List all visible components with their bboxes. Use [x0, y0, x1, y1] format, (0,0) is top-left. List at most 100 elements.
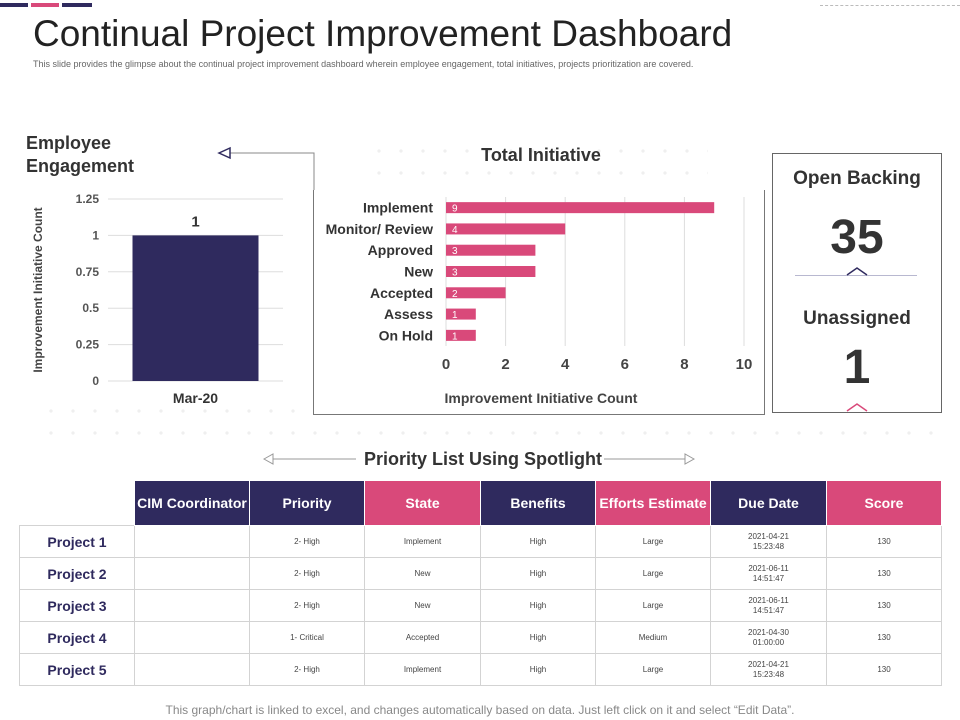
coordinator-cell	[134, 557, 250, 590]
table-row: Project 3 2- High New High Large 2021-06-11 14…	[19, 589, 942, 622]
score-cell: 130	[826, 525, 942, 558]
initiative-bar	[446, 287, 506, 299]
project-name-cell: Project 1	[19, 525, 135, 558]
due-date-text: 2021-06-11	[748, 595, 789, 605]
initiative-x-axis-label: Improvement Initiative Count	[445, 390, 638, 406]
coordinator-cell	[134, 653, 250, 686]
total-initiative-chart: Total Initiative 0 2 4 6 8 10 9 Implement 4 Monito…	[326, 145, 753, 406]
engagement-title: Employee Engagement	[26, 133, 135, 176]
initiative-data-label: 1	[452, 331, 458, 342]
h-tick-label: 4	[561, 356, 570, 373]
due-time-text: 01:00:00	[752, 637, 785, 647]
priority-cell: 2- High	[249, 589, 365, 622]
page-title: Continual Project Improvement Dashboard	[33, 13, 733, 54]
score-cell: 130	[826, 621, 942, 654]
score-cell: 130	[826, 557, 942, 590]
kpi-separator-1	[795, 275, 917, 276]
engagement-bar	[132, 235, 259, 381]
state-cell: New	[364, 589, 481, 622]
initiative-category-label: Implement	[363, 200, 433, 216]
open-backing-value: 35	[830, 211, 884, 264]
efforts-cell: Large	[595, 589, 711, 622]
due-date-text: 2021-04-30	[748, 627, 789, 637]
benefits-cell: High	[480, 621, 596, 654]
priority-table: CIM Coordinator Priority State Benefits Effo…	[19, 480, 942, 686]
project-name-cell: Project 3	[19, 589, 135, 622]
due-date-cell: 2021-06-11 14:51:47	[710, 589, 827, 622]
h-tick-label: 10	[736, 356, 753, 373]
initiative-category-label: Approved	[368, 242, 433, 258]
due-date-cell: 2021-06-11 14:51:47	[710, 557, 827, 590]
project-name-cell: Project 4	[19, 621, 135, 654]
score-cell: 130	[826, 589, 942, 622]
column-header: Priority	[249, 480, 365, 526]
initiative-data-label: 3	[452, 246, 458, 257]
open-backing-label: Open Backing	[793, 168, 921, 189]
due-time-text: 15:23:48	[752, 669, 785, 679]
initiative-bar	[446, 308, 476, 320]
accent-segment-2	[31, 3, 59, 7]
state-cell: Accepted	[364, 621, 481, 654]
column-header: Due Date	[710, 480, 827, 526]
coordinator-cell	[134, 589, 250, 622]
v-tick-label: 0.5	[82, 301, 99, 315]
unassigned-value: 1	[843, 341, 871, 394]
efforts-cell: Medium	[595, 621, 711, 654]
project-name-cell: Project 5	[19, 653, 135, 686]
initiative-data-label: 4	[452, 225, 458, 236]
efforts-cell: Large	[595, 525, 711, 558]
initiative-bar	[446, 329, 476, 341]
table-row: Project 4 1- Critical Accepted High Medium 20…	[19, 621, 942, 654]
due-date-cell: 2021-04-30 01:00:00	[710, 621, 827, 654]
unassigned-label: Unassigned	[803, 308, 911, 329]
table-body: Project 1 2- High Implement High Large 2021-0…	[19, 525, 942, 686]
benefits-cell: High	[480, 589, 596, 622]
due-date-cell: 2021-04-21 15:23:48	[710, 653, 827, 686]
state-cell: Implement	[364, 653, 481, 686]
initiative-category-label: New	[404, 264, 433, 280]
initiative-bar	[446, 266, 536, 277]
priority-cell: 2- High	[249, 525, 365, 558]
column-header: Benefits	[480, 480, 596, 526]
chevron-up-pink-icon	[846, 403, 868, 412]
initiative-bar	[446, 244, 536, 256]
chevron-up-icon	[846, 267, 868, 276]
column-header: CIM Coordinator	[134, 480, 250, 526]
footer-note: This graph/chart is linked to excel, and…	[165, 703, 795, 717]
header-blank-cell	[20, 481, 135, 526]
engagement-y-axis-label: Improvement Initiative Count	[31, 207, 45, 372]
initiative-data-label: 1	[452, 310, 458, 321]
v-tick-label: 1	[92, 228, 99, 242]
coordinator-cell	[134, 621, 250, 654]
coordinator-cell	[134, 525, 250, 558]
priority-title-arrows	[262, 453, 696, 465]
efforts-cell: Large	[595, 653, 711, 686]
benefits-cell: High	[480, 525, 596, 558]
table-header-row: CIM Coordinator Priority State Benefits Effo…	[20, 480, 942, 526]
arrow-right-icon	[684, 453, 696, 465]
accent-segment-3	[62, 3, 92, 7]
table-row: Project 1 2- High Implement High Large 2021-0…	[19, 525, 942, 558]
column-header: State	[364, 480, 481, 526]
h-tick-label: 8	[680, 356, 688, 373]
state-cell: New	[364, 557, 481, 590]
arrow-left-icon	[217, 146, 231, 160]
due-time-text: 14:51:47	[752, 605, 785, 615]
column-header: Score	[826, 480, 942, 526]
initiative-data-label: 9	[452, 204, 458, 215]
accent-bar	[0, 3, 92, 7]
h-tick-label: 0	[442, 356, 450, 373]
table-row: Project 2 2- High New High Large 2021-06-11 14…	[19, 557, 942, 590]
accent-segment-1	[0, 3, 28, 7]
score-cell: 130	[826, 653, 942, 686]
h-tick-label: 6	[621, 356, 629, 373]
benefits-cell: High	[480, 557, 596, 590]
initiative-bar	[446, 223, 566, 235]
total-initiative-title: Total Initiative	[481, 145, 601, 165]
initiative-data-label: 2	[452, 289, 458, 300]
priority-cell: 2- High	[249, 653, 365, 686]
priority-cell: 2- High	[249, 557, 365, 590]
v-tick-label: 0.75	[76, 265, 100, 279]
due-date-cell: 2021-04-21 15:23:48	[710, 525, 827, 558]
initiative-category-label: On Hold	[379, 327, 433, 343]
